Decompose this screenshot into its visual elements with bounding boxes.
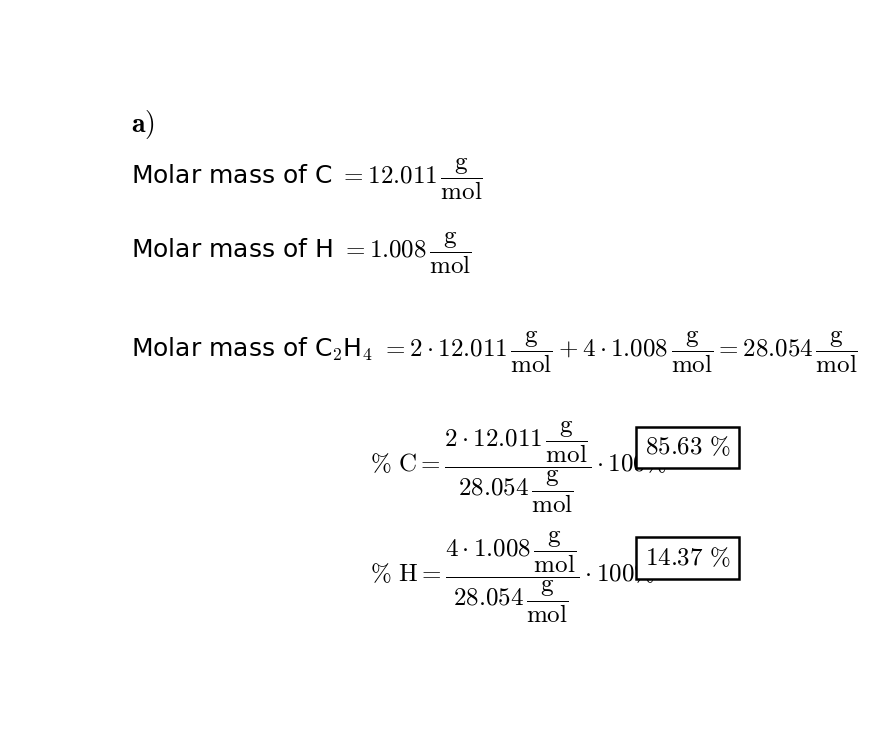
Text: Molar mass of C $= 12.011\,\dfrac{\mathrm{g}}{\mathrm{mol}}$: Molar mass of C $= 12.011\,\dfrac{\mathr… — [131, 156, 482, 202]
Text: $\%\ \mathrm{H} = \dfrac{4 \cdot 1.008\,\dfrac{\mathrm{g}}{\mathrm{mol}}}{28.054: $\%\ \mathrm{H} = \dfrac{4 \cdot 1.008\,… — [370, 530, 679, 625]
Text: $85.63\ \%$: $85.63\ \%$ — [645, 436, 730, 459]
Text: $\mathbf{a)}$: $\mathbf{a)}$ — [131, 108, 154, 141]
Text: $14.37\ \%$: $14.37\ \%$ — [645, 546, 730, 570]
Text: Molar mass of H $= 1.008\,\dfrac{\mathrm{g}}{\mathrm{mol}}$: Molar mass of H $= 1.008\,\dfrac{\mathrm… — [131, 229, 472, 276]
Text: $\%\ \mathrm{C} = \dfrac{2 \cdot 12.011\,\dfrac{\mathrm{g}}{\mathrm{mol}}}{28.05: $\%\ \mathrm{C} = \dfrac{2 \cdot 12.011\… — [370, 419, 691, 514]
Text: Molar mass of C$_2$H$_4$ $= 2 \cdot 12.011\,\dfrac{\mathrm{g}}{\mathrm{mol}} + 4: Molar mass of C$_2$H$_4$ $= 2 \cdot 12.0… — [131, 329, 857, 375]
